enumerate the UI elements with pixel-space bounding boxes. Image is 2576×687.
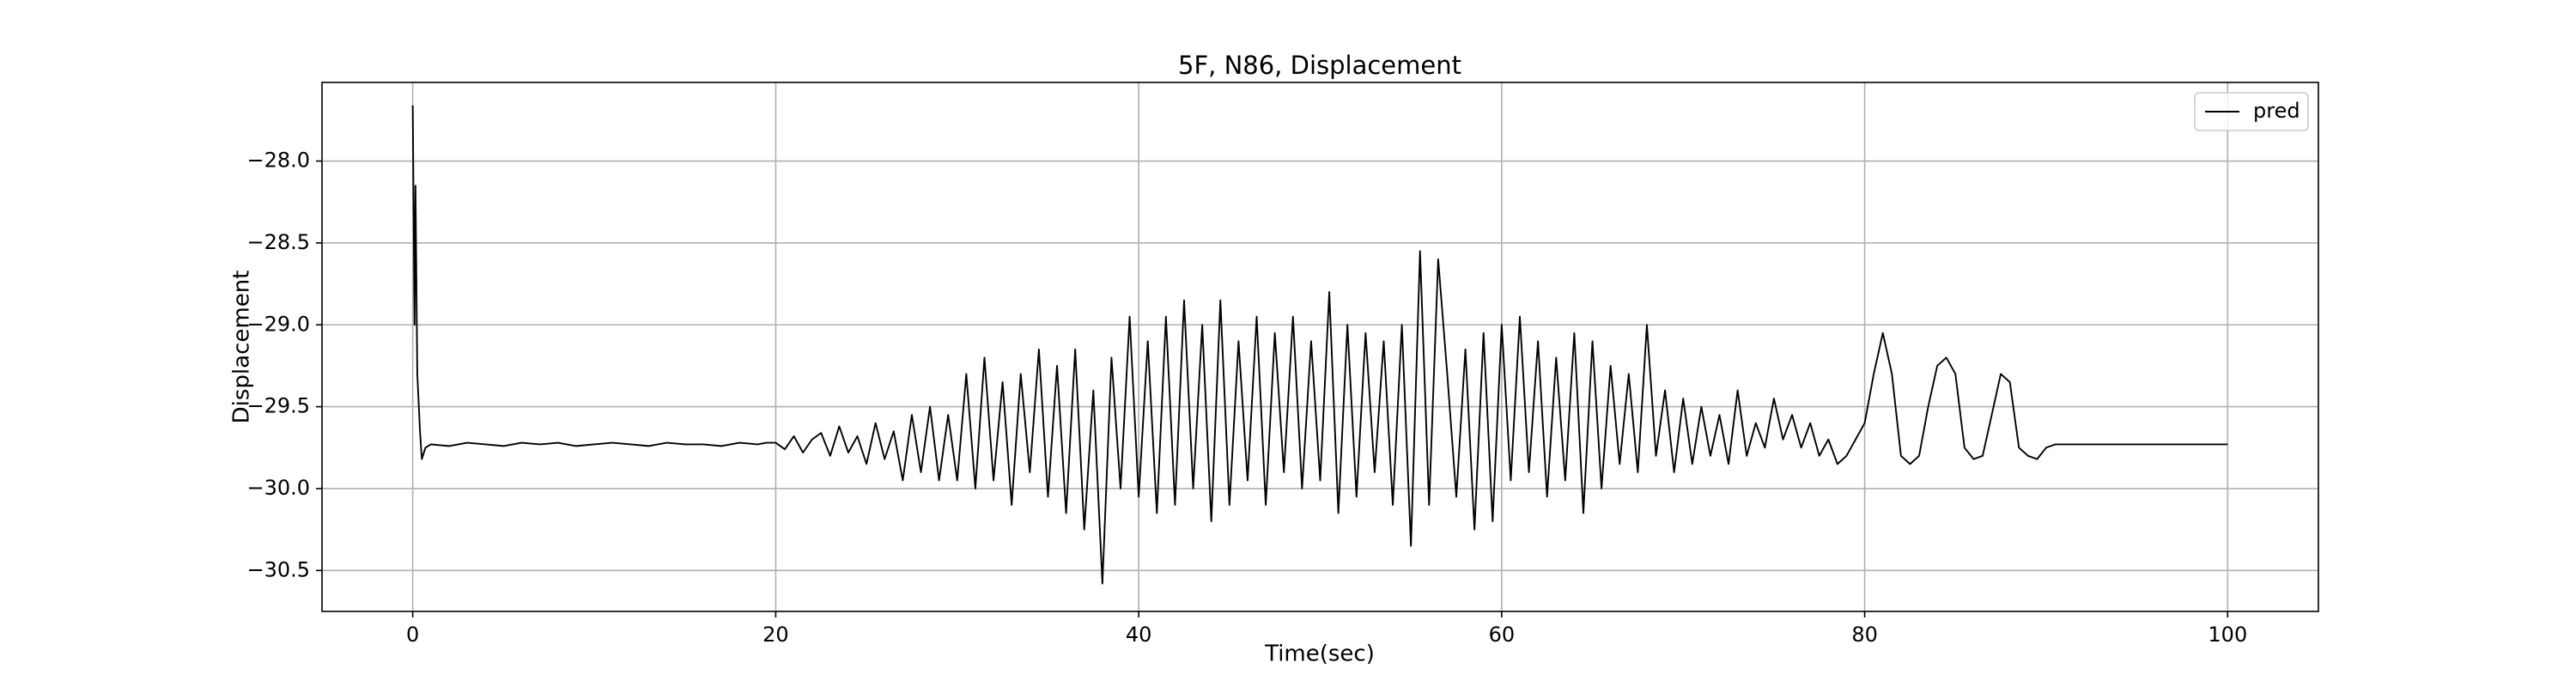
y-axis-label: Displacement [229, 271, 255, 424]
chart-title: 5F, N86, Displacement [1178, 51, 1461, 80]
y-tick-label: −28.5 [246, 230, 310, 254]
legend-box [2194, 92, 2309, 131]
x-axis-label: Time(sec) [1264, 641, 1375, 667]
x-tick-label: 80 [1851, 623, 1878, 647]
x-tick-label: 20 [762, 623, 789, 647]
data-line [411, 105, 2228, 585]
plot-frame [321, 82, 2319, 612]
x-tick-label: 40 [1126, 623, 1152, 647]
x-tick-label: 0 [406, 623, 419, 647]
y-tick-label: −30.0 [246, 476, 310, 500]
y-tick-label: −28.0 [246, 149, 310, 173]
legend: pred [2194, 92, 2309, 131]
y-tick-label: −29.5 [246, 394, 310, 418]
y-tick-label: −30.5 [246, 557, 310, 581]
legend-label: pred [2253, 99, 2300, 123]
y-tick-label: −29.0 [246, 312, 310, 336]
x-tick-label: 60 [1489, 623, 1516, 647]
x-tick-label: 100 [2208, 623, 2247, 647]
